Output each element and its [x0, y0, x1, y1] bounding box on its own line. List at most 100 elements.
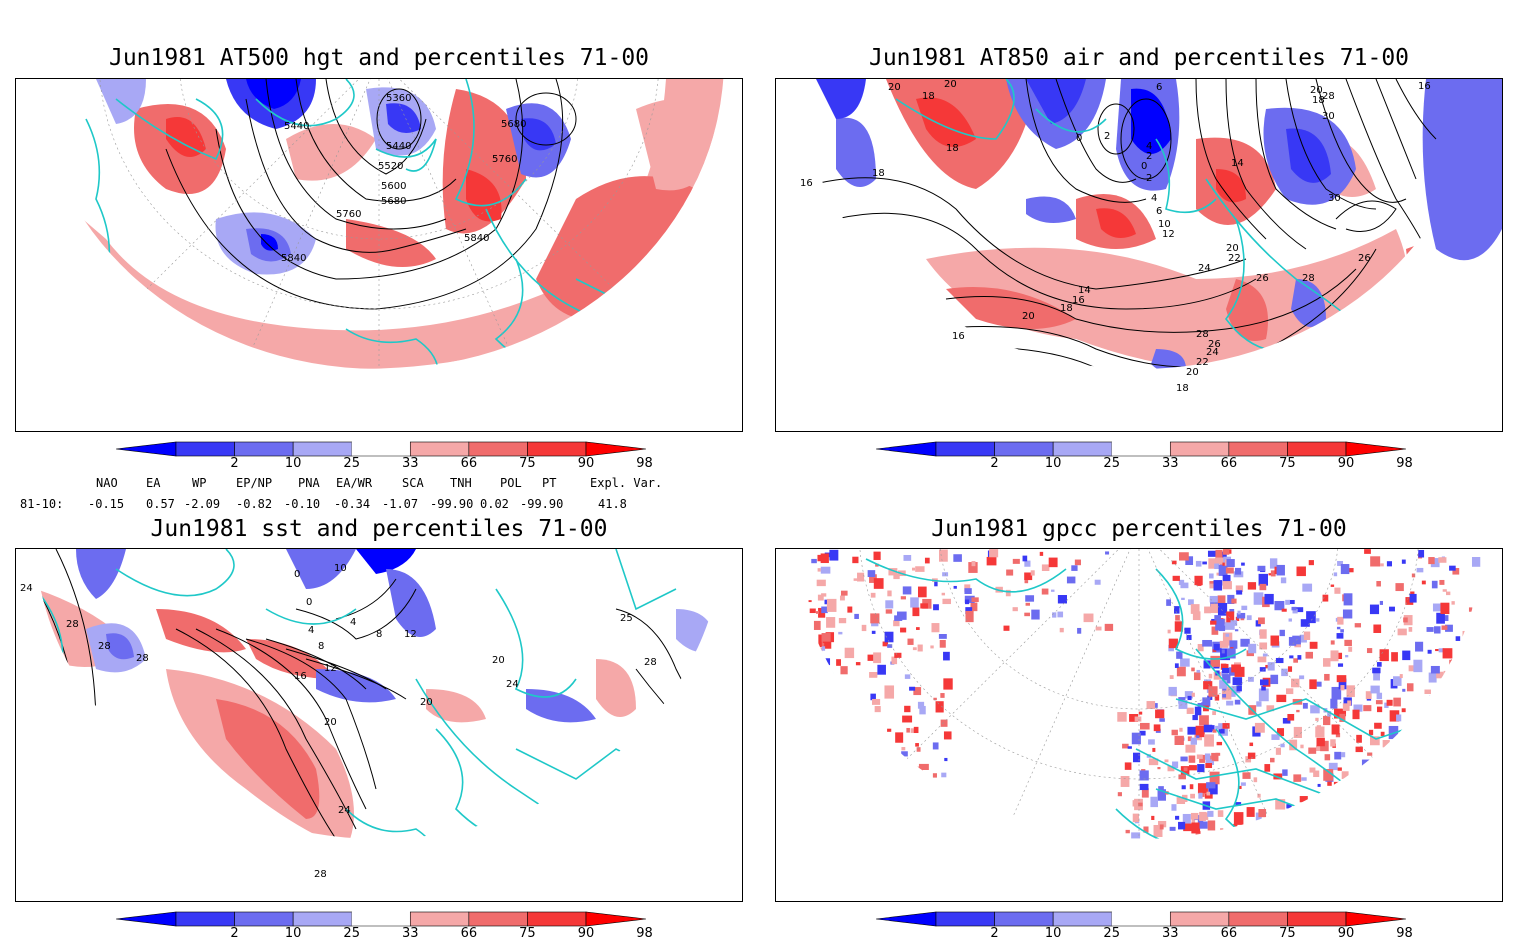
- contour-label: 5760: [492, 154, 517, 165]
- precip-cell: [1339, 713, 1346, 722]
- precip-cell: [1300, 744, 1304, 749]
- precip-cell: [1202, 561, 1207, 565]
- precip-cell: [1294, 642, 1301, 648]
- colorbar-tick-label: 10: [284, 456, 302, 471]
- precip-cell: [1217, 595, 1226, 604]
- contour-label: 5520: [378, 161, 403, 172]
- precip-cell: [895, 732, 904, 743]
- precip-cell: [1393, 676, 1402, 686]
- colorbar-tick-label: 33: [402, 926, 419, 941]
- contour-label: 10: [334, 563, 347, 574]
- precip-cell: [1340, 564, 1350, 575]
- precip-cell: [1219, 640, 1229, 648]
- index-value-epnp: -0.82: [236, 497, 273, 511]
- precip-cell: [938, 549, 948, 562]
- precip-cell: [1413, 659, 1423, 673]
- contour-label: 28: [1196, 329, 1209, 340]
- contour-label: 16: [1418, 81, 1431, 92]
- precip-cell: [1221, 671, 1229, 676]
- precip-cell: [1159, 718, 1165, 722]
- precip-cell: [1185, 744, 1196, 753]
- precip-cell: [1205, 763, 1213, 769]
- contour-label: 26: [1358, 253, 1371, 264]
- precip-cell: [1317, 783, 1321, 787]
- precip-cell: [1077, 627, 1082, 634]
- precip-cell: [1222, 549, 1230, 555]
- index-header-epnp: EP/NP: [236, 476, 273, 490]
- precip-cell: [1343, 593, 1353, 606]
- colorbar-tick-label: 90: [577, 926, 595, 941]
- precip-cell: [1376, 662, 1382, 667]
- contour-label: 5360: [386, 93, 411, 104]
- precip-cell: [971, 560, 976, 567]
- precip-cell: [1158, 786, 1164, 790]
- precip-cell: [1324, 754, 1331, 761]
- precip-cell: [920, 603, 928, 609]
- precip-cell: [1214, 563, 1220, 570]
- precip-cell: [1187, 726, 1198, 735]
- precip-cell: [1208, 673, 1213, 679]
- precip-cell: [1155, 709, 1165, 719]
- precip-cell: [1188, 599, 1194, 606]
- index-value-pt: -99.90: [520, 497, 564, 511]
- precip-cell: [1409, 593, 1417, 603]
- precip-cell: [1309, 641, 1318, 649]
- precip-cell: [1206, 791, 1211, 796]
- colorbar-svg: [875, 441, 1407, 457]
- precip-cell: [1215, 725, 1221, 730]
- precip-cell: [1148, 739, 1155, 745]
- precip-cell: [1266, 705, 1275, 712]
- precip-cell: [1293, 726, 1302, 738]
- precip-cell: [1006, 569, 1014, 576]
- precip-cell: [1176, 651, 1183, 659]
- colorbar-arrow-low: [115, 441, 177, 457]
- precip-cell: [1124, 762, 1132, 770]
- precip-cell: [1234, 629, 1239, 632]
- contour-label: 10: [1158, 219, 1171, 230]
- precip-cell: [1430, 558, 1440, 568]
- precip-cell: [1158, 820, 1167, 828]
- precip-cell: [1248, 676, 1254, 682]
- precip-cell: [906, 727, 910, 733]
- precip-cell: [1289, 739, 1298, 751]
- precip-cell: [1226, 648, 1236, 659]
- precip-cell: [1213, 580, 1223, 591]
- precip-cell: [857, 572, 865, 582]
- precip-cell: [1209, 771, 1220, 785]
- precip-cell: [1440, 602, 1450, 615]
- colorbar-tick-label: 98: [1396, 456, 1413, 471]
- precip-cell: [1308, 560, 1314, 566]
- map-gpcc: [775, 548, 1503, 902]
- colorbar-svg: [875, 911, 1407, 927]
- contour-label: 20: [420, 697, 433, 708]
- precip-cell: [1167, 765, 1175, 772]
- contour-label: 16: [294, 671, 307, 682]
- index-value-ea: 0.57: [146, 497, 175, 511]
- precip-cell: [942, 572, 949, 577]
- precip-cell: [1171, 560, 1177, 565]
- precip-cell: [1396, 714, 1402, 722]
- precip-cell: [1430, 665, 1440, 674]
- precip-cell: [1157, 789, 1166, 801]
- precip-cell: [1384, 702, 1389, 708]
- precip-cell: [870, 613, 880, 624]
- precip-cell: [838, 617, 847, 624]
- precip-cell: [1300, 619, 1310, 627]
- colorbar-segment: [1228, 911, 1288, 927]
- precip-cell: [1281, 608, 1287, 612]
- colorbar-segment: [1111, 912, 1171, 926]
- precip-cell: [913, 687, 922, 696]
- precip-cell: [894, 652, 902, 658]
- precip-cell: [1190, 812, 1199, 820]
- precip-cell: [1169, 675, 1174, 679]
- contour-label: 12: [404, 629, 417, 640]
- precip-cell: [1178, 699, 1188, 709]
- panel-title-gpcc: Jun1981 gpcc percentiles 71-00: [931, 516, 1347, 542]
- precip-cell: [1180, 756, 1188, 762]
- contour-label: 24: [1206, 347, 1219, 358]
- precip-cell: [1153, 824, 1163, 837]
- precip-cell: [1215, 618, 1225, 631]
- precip-cell: [1204, 606, 1212, 614]
- precip-cell: [1041, 588, 1049, 595]
- precip-cell: [913, 726, 919, 734]
